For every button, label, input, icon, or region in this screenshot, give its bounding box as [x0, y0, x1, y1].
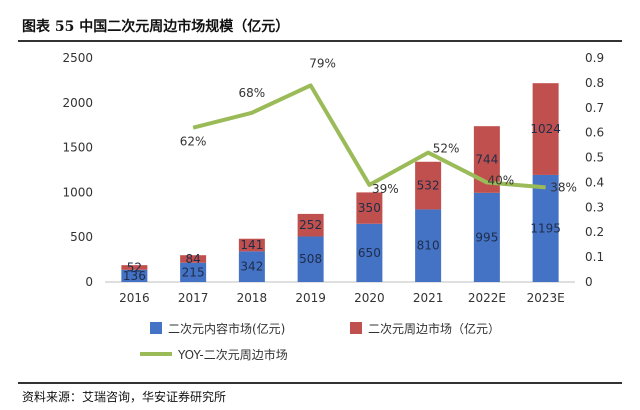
bar-content-market [121, 269, 148, 282]
bar-content-market [473, 192, 500, 282]
x-tick-label: 2022E [468, 291, 506, 305]
data-label-content: 1195 [530, 221, 561, 235]
legend-swatch-merch [350, 322, 362, 334]
data-label-content: 995 [475, 230, 498, 244]
yoy-data-label: 62% [180, 135, 207, 149]
yoy-data-label: 79% [309, 56, 336, 70]
y-left-tick-label: 1500 [62, 141, 93, 155]
data-label-content: 136 [123, 269, 146, 283]
x-tick-label: 2016 [119, 291, 150, 305]
x-tick-label: 2018 [237, 291, 268, 305]
x-tick-label: 2021 [413, 291, 444, 305]
bar-merch-market [297, 213, 324, 237]
y-left-tick-label: 2500 [62, 51, 93, 65]
yoy-data-label: 39% [372, 182, 399, 196]
chart-title: 图表 55 中国二次元周边市场规模（亿元） [22, 19, 290, 35]
source-divider [18, 382, 622, 384]
y-right-tick-label: 0.6 [585, 126, 604, 140]
bar-content-market [532, 174, 559, 282]
y-right-tick-label: 0.4 [585, 175, 604, 189]
data-label-merch: 744 [475, 153, 498, 167]
y-right-tick-label: 0.5 [585, 151, 604, 165]
bar-merch-market [356, 192, 383, 224]
y-right-tick-label: 0.8 [585, 76, 604, 90]
yoy-line [192, 83, 546, 190]
y-left-tick-label: 500 [70, 230, 93, 244]
y-right-tick-label: 0 [585, 275, 593, 289]
bar-content-market [180, 262, 207, 282]
bar-content-market [415, 209, 442, 282]
legend-swatch-content [150, 322, 162, 334]
data-label-content: 810 [417, 239, 440, 253]
data-label-content: 508 [299, 252, 322, 266]
bar-merch-market [238, 238, 265, 252]
data-label-merch: 532 [417, 179, 440, 193]
bar-content-market [297, 236, 324, 282]
data-label-merch: 1024 [530, 122, 561, 136]
x-tick-label: 2017 [178, 291, 209, 305]
y-left-tick-label: 1000 [62, 185, 93, 199]
data-label-merch: 84 [185, 252, 200, 266]
bar-merch-market [180, 255, 207, 263]
yoy-data-label: 40% [488, 173, 515, 187]
legend-label-content: 二次元内容市场(亿元) [168, 321, 285, 336]
data-label-content: 650 [358, 246, 381, 260]
bar-merch-market [532, 83, 559, 175]
data-label-content: 342 [240, 260, 263, 274]
y-right-tick-label: 0.1 [585, 250, 604, 264]
bar-merch-market [415, 161, 442, 210]
yoy-data-label: 52% [433, 142, 460, 156]
y-right-tick-label: 0.9 [585, 51, 604, 65]
y-left-tick-label: 0 [85, 275, 93, 289]
data-label-merch: 350 [358, 201, 381, 215]
chart: 0 500 1000 1500 2000 2500 0 0.1 0.2 0.3 0.4 0.5 0.6 0… [62, 51, 604, 362]
x-tick-label: 2019 [295, 291, 326, 305]
source-note: 资料来源：艾瑞咨询，华安证券研究所 [22, 390, 227, 404]
y-left-tick-label: 2000 [62, 96, 93, 110]
y-right-tick-label: 0.3 [585, 200, 604, 214]
yoy-data-label: 38% [550, 180, 577, 194]
x-tick-label: 2020 [354, 291, 385, 305]
legend-label-yoy: YOY-二次元周边市场 [177, 347, 288, 362]
yoy-data-label: 68% [239, 86, 266, 100]
legend-label-merch: 二次元周边市场（亿元） [368, 321, 500, 336]
data-label-content: 215 [182, 265, 205, 279]
y-right-tick-label: 0.2 [585, 225, 604, 239]
data-label-merch: 141 [240, 238, 263, 252]
data-label-merch: 252 [299, 218, 322, 232]
bar-content-market [238, 251, 265, 282]
title-bar: 图表 55 中国二次元周边市场规模（亿元） [18, 12, 622, 42]
x-tick-label: 2023E [527, 291, 565, 305]
bar-merch-market [121, 265, 148, 270]
y-right-tick-label: 0.7 [585, 101, 604, 115]
bar-content-market [356, 223, 383, 282]
data-label-merch: 52 [127, 260, 142, 274]
